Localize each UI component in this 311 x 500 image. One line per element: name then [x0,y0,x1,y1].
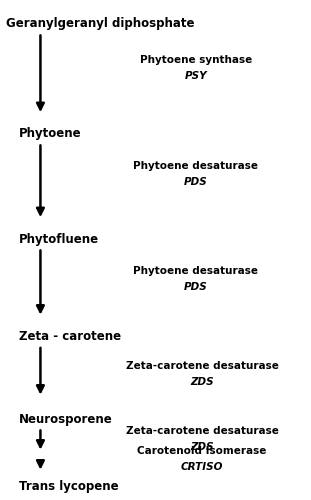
Text: Phytofluene: Phytofluene [19,232,99,245]
Text: Neurosporene: Neurosporene [19,412,112,426]
Text: Zeta-carotene desaturase: Zeta-carotene desaturase [126,361,279,371]
Text: PDS: PDS [184,282,208,292]
Text: Geranylgeranyl diphosphate: Geranylgeranyl diphosphate [6,18,195,30]
Text: Carotenoid Isomerase: Carotenoid Isomerase [137,446,267,456]
Text: CRTISO: CRTISO [181,462,223,472]
Text: Phytoene synthase: Phytoene synthase [140,55,252,65]
Text: ZDS: ZDS [190,442,214,452]
Text: PDS: PDS [184,177,208,187]
Text: Zeta-carotene desaturase: Zeta-carotene desaturase [126,426,279,436]
Text: Phytoene desaturase: Phytoene desaturase [133,161,258,171]
Text: Zeta - carotene: Zeta - carotene [19,330,121,343]
Text: Phytoene: Phytoene [19,128,81,140]
Text: Trans lycopene: Trans lycopene [19,480,118,493]
Text: ZDS: ZDS [190,377,214,387]
Text: PSY: PSY [185,71,207,81]
Text: Phytoene desaturase: Phytoene desaturase [133,266,258,276]
